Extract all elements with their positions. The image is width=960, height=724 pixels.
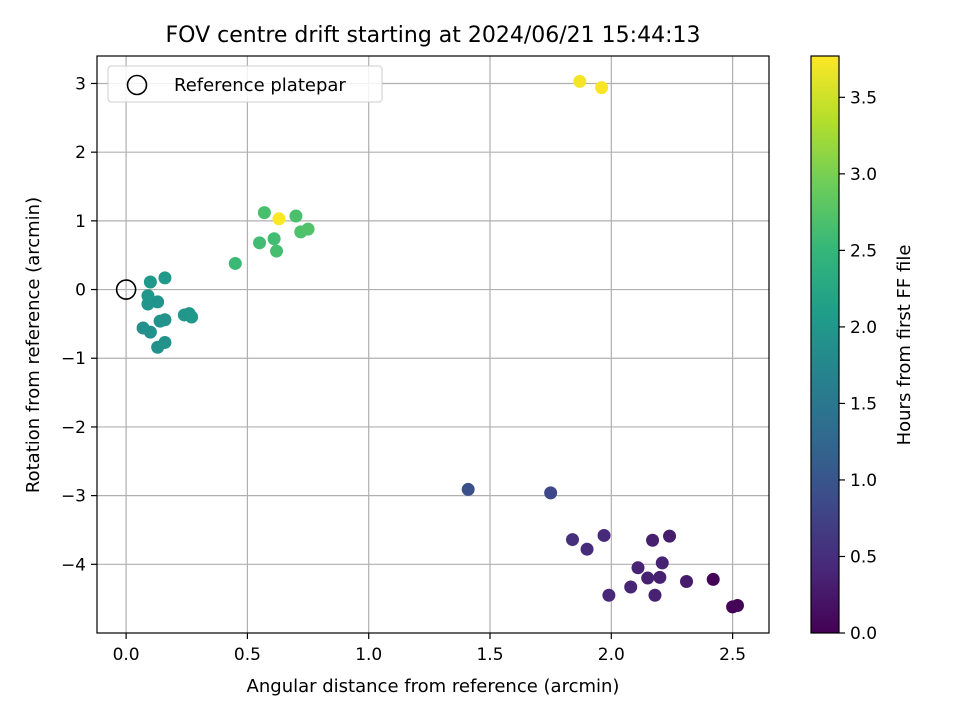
data-point (653, 570, 667, 584)
data-point (597, 528, 611, 542)
plot-background (97, 56, 769, 633)
y-axis-ticks: −4 −3 −2 −1 0 1 2 3 (61, 74, 97, 575)
data-point (270, 244, 284, 258)
data-point (158, 271, 172, 285)
y-tick-label: −4 (61, 555, 86, 575)
data-point (706, 572, 720, 586)
x-axis-label: Angular distance from reference (arcmin) (247, 676, 620, 697)
colorbar-tick-label: 1.5 (850, 394, 877, 414)
data-point (301, 222, 315, 236)
y-tick-label: 1 (75, 212, 86, 232)
data-point (573, 74, 587, 88)
y-tick-label: 3 (75, 74, 86, 94)
y-tick-label: −1 (61, 349, 86, 369)
colorbar-gradient (811, 56, 839, 633)
data-point (544, 486, 558, 500)
x-tick-label: 1.0 (355, 645, 382, 665)
data-point (680, 574, 694, 588)
y-axis-label: Rotation from reference (arcmin) (23, 197, 44, 493)
data-point (289, 209, 303, 223)
data-point (151, 295, 165, 309)
colorbar-tick-label: 1.0 (850, 471, 877, 491)
colorbar-tick-label: 2.0 (850, 318, 877, 338)
data-point (655, 556, 669, 570)
data-point (228, 256, 242, 270)
reference-marker (115, 279, 137, 300)
y-tick-label: 2 (75, 143, 86, 163)
colorbar-frame (810, 55, 840, 634)
data-point (143, 325, 157, 339)
colorbar-tick-label: 3.0 (850, 165, 877, 185)
data-point (595, 81, 609, 95)
plot-frame (96, 55, 770, 634)
grid-lines (97, 56, 769, 633)
x-tick-label: 2.0 (598, 645, 625, 665)
colorbar-ticks: 0.0 0.5 1.0 1.5 2.0 2.5 3.0 3.5 (839, 88, 877, 644)
colorbar: 0.0 0.5 1.0 1.5 2.0 2.5 3.0 3.5 (810, 55, 877, 644)
colorbar-tick-label: 3.5 (850, 88, 877, 108)
legend-label: Reference platepar (174, 75, 346, 96)
data-point (143, 275, 157, 289)
chart-title: FOV centre drift starting at 2024/06/21 … (166, 23, 701, 48)
data-point (185, 310, 199, 324)
x-tick-label: 1.5 (476, 645, 503, 665)
data-point (272, 212, 286, 226)
data-point (624, 580, 638, 594)
colorbar-tick-label: 2.5 (850, 241, 877, 261)
y-tick-label: −3 (61, 487, 86, 507)
colorbar-tick-label: 0.5 (850, 547, 877, 567)
x-axis-ticks: 0.0 0.5 1.0 1.5 2.0 2.5 (113, 633, 746, 665)
colorbar-label: Hours from first FF file (894, 245, 915, 446)
x-tick-label: 0.0 (113, 645, 140, 665)
plot-area: 0.0 0.5 1.0 1.5 2.0 2.5 −4 −3 −2 −1 0 1 2 3 (61, 55, 770, 665)
data-point (631, 561, 645, 575)
data-point (565, 533, 579, 547)
data-point (158, 313, 172, 327)
legend-marker (126, 74, 148, 96)
data-point (267, 232, 281, 246)
x-tick-label: 0.5 (234, 645, 261, 665)
legend-box (107, 65, 383, 103)
data-point (257, 206, 271, 220)
data-point (730, 599, 744, 613)
data-point (646, 533, 660, 547)
data-points (136, 74, 744, 614)
data-point (641, 571, 655, 585)
data-point (461, 482, 475, 496)
data-point (158, 335, 172, 349)
data-point (663, 529, 677, 543)
data-point (648, 588, 662, 602)
data-point (580, 542, 594, 556)
data-point (141, 289, 155, 303)
colorbar-tick-label: 0.0 (850, 624, 877, 644)
data-point (253, 236, 267, 250)
y-tick-label: 0 (75, 281, 86, 301)
legend: Reference platepar (107, 65, 383, 103)
data-point (602, 588, 616, 602)
x-tick-label: 2.5 (719, 645, 746, 665)
y-tick-label: −2 (61, 418, 86, 438)
